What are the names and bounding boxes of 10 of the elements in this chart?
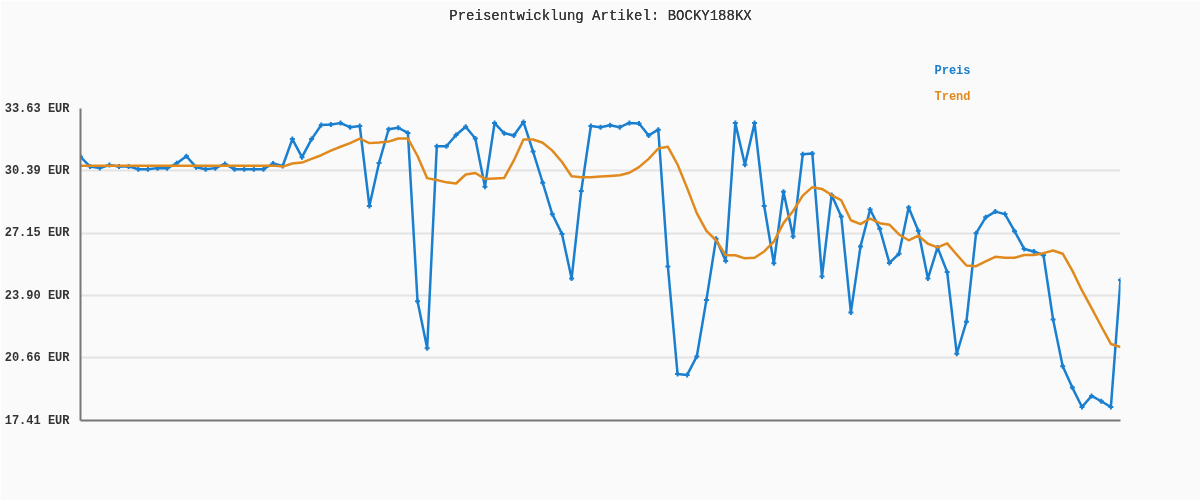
y-tick-label: 20.66 EUR	[4, 350, 71, 365]
text: Trend	[934, 89, 971, 104]
text: Preis	[934, 63, 971, 78]
chart-title: Preisentwicklung Artikel: BOCKY188KX	[449, 7, 753, 24]
line-series	[80, 137, 1121, 349]
y-tick-label: 23.90 EUR	[4, 288, 71, 303]
y-tick-label: 17.41 EUR	[4, 413, 71, 428]
y-tick-label: 33.63 EUR	[4, 101, 71, 116]
y-tick-label: 27.15 EUR	[4, 226, 71, 241]
y-tick-label: 30.39 EUR	[4, 163, 71, 178]
